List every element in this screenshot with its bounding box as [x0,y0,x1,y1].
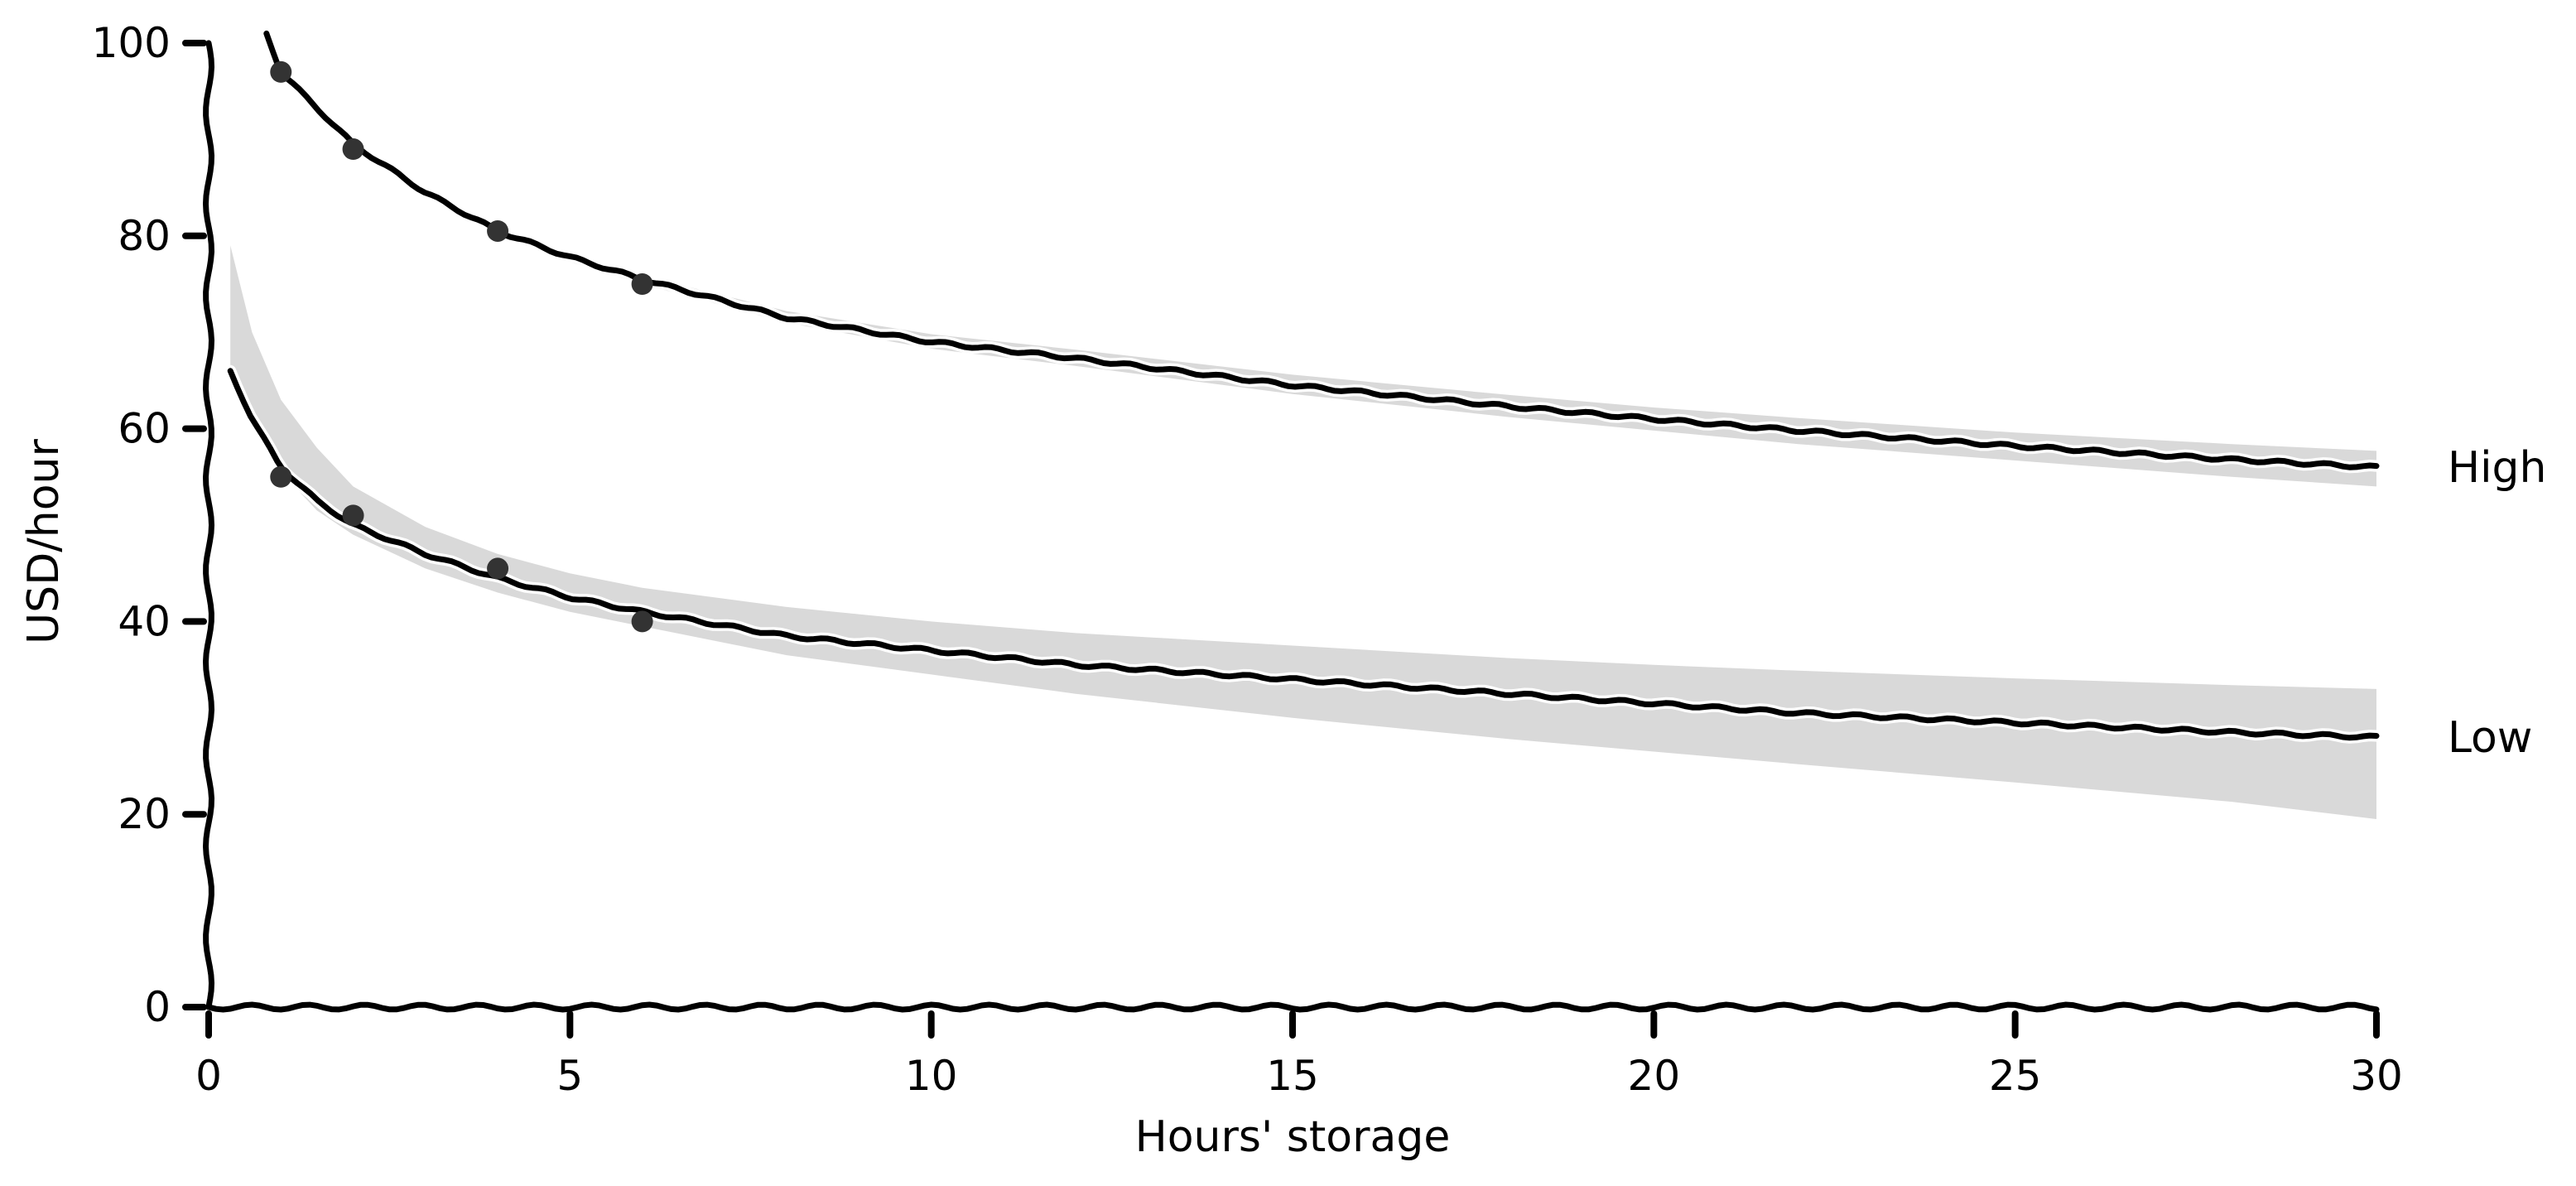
low-confidence-band [230,245,2377,819]
low-series-label: Low [2448,713,2532,763]
low-curve [227,368,2380,741]
y-axis-title: USD/hour [19,439,69,644]
y-tick-label: 100 [92,19,171,67]
axes [202,40,2380,1013]
low-data-point [342,504,364,527]
y-tick-label: 80 [118,212,171,260]
y-tick-label: 40 [118,597,171,645]
x-tick-label: 0 [195,1052,222,1100]
x-tick-label: 10 [905,1052,958,1100]
data-points [270,60,653,633]
high-data-point [631,273,653,295]
high-data-point [342,138,364,161]
x-tick-label: 30 [2350,1052,2403,1100]
series-labels: High Low [2448,443,2547,763]
fitted-curves [224,27,2382,744]
high-data-point [487,219,509,242]
low-data-point [487,557,509,580]
high-curve [263,30,2380,470]
y-tick-label: 0 [144,983,171,1031]
x-tick-label: 25 [1989,1052,2042,1100]
low-data-point [270,465,292,488]
y-tick-label: 60 [118,405,171,453]
confidence-bands [230,33,2377,819]
ticks: 0 20 40 60 80 100 0 5 10 15 20 25 30 [92,19,2403,1100]
y-axis-line [202,40,215,1010]
high-data-point [270,60,292,83]
x-axis-title: Hours' storage [1135,1112,1451,1162]
high-curve-outline [260,27,2382,474]
high-series-label: High [2448,443,2547,493]
high-confidence-band [266,33,2376,487]
x-axis-line [205,1001,2380,1013]
x-tick-label: 5 [556,1052,583,1100]
y-tick-label: 20 [118,790,171,838]
x-tick-label: 15 [1266,1052,1319,1100]
x-tick-label: 20 [1628,1052,1681,1100]
low-data-point [631,610,653,633]
